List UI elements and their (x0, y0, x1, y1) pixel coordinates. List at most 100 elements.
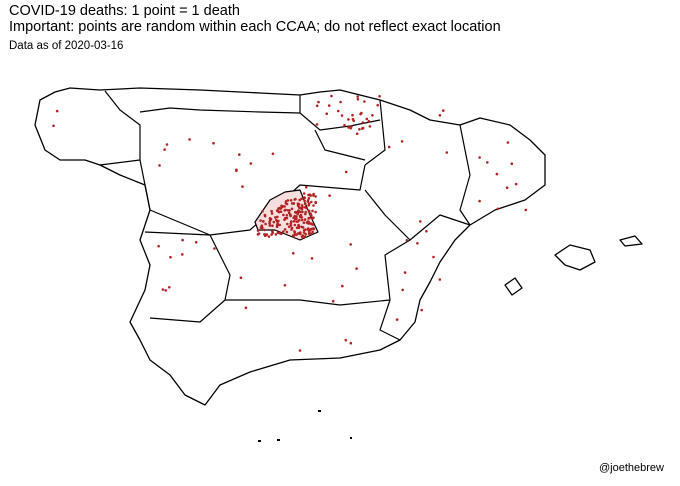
death-point (292, 235, 295, 238)
death-point (302, 229, 306, 232)
death-point (303, 196, 307, 199)
death-point (298, 198, 302, 202)
death-point (296, 202, 300, 205)
death-point (264, 222, 267, 226)
death-point (343, 124, 346, 127)
death-point (496, 207, 500, 211)
death-point (263, 228, 266, 232)
death-point (361, 126, 365, 130)
death-point (361, 121, 365, 124)
death-point (505, 186, 509, 189)
death-point (310, 200, 313, 204)
death-point (286, 209, 290, 212)
death-point (302, 221, 306, 224)
death-points (52, 94, 528, 352)
death-point (304, 212, 307, 216)
death-point (344, 338, 348, 342)
death-point (349, 127, 353, 130)
death-point (445, 151, 449, 154)
death-point (340, 114, 344, 117)
death-point (378, 95, 381, 98)
death-point (282, 230, 285, 233)
death-point (295, 215, 298, 218)
balearic-menorca (619, 235, 643, 247)
death-point (289, 199, 293, 202)
death-point (309, 222, 313, 225)
death-point (309, 194, 312, 197)
death-point (310, 257, 314, 260)
death-point (274, 216, 277, 219)
death-point (524, 208, 528, 212)
death-point (157, 244, 160, 248)
death-point (303, 235, 307, 239)
death-point (315, 123, 319, 126)
death-point (260, 224, 264, 227)
death-point (442, 109, 445, 112)
melilla (350, 437, 352, 439)
death-point (300, 235, 304, 238)
death-point (314, 195, 317, 198)
death-point (347, 126, 350, 129)
death-point (312, 204, 315, 207)
death-point (165, 143, 169, 146)
death-point (275, 223, 279, 227)
death-point (283, 205, 286, 208)
death-point (303, 218, 307, 221)
death-point (298, 206, 301, 209)
death-point (339, 100, 342, 104)
death-point (271, 231, 275, 234)
death-point (432, 255, 435, 259)
death-point (344, 170, 348, 174)
death-point (341, 284, 344, 288)
death-point (350, 125, 353, 128)
death-point (314, 210, 317, 214)
death-point (371, 114, 374, 117)
death-point (312, 194, 315, 197)
death-point (438, 114, 442, 117)
death-point (304, 185, 308, 189)
death-point (244, 306, 248, 310)
death-point (325, 112, 329, 115)
death-point (276, 220, 279, 223)
death-point (55, 109, 59, 113)
death-point (315, 104, 319, 108)
death-point (311, 230, 314, 234)
death-point (310, 214, 313, 217)
death-point (403, 271, 407, 274)
death-point (282, 213, 285, 217)
death-point (312, 227, 315, 230)
death-point (367, 119, 371, 123)
death-point (311, 223, 315, 226)
death-point (285, 214, 289, 217)
death-point (268, 224, 272, 227)
death-point (400, 140, 404, 143)
death-point (261, 210, 264, 213)
death-point (271, 224, 274, 227)
death-point (264, 234, 267, 237)
death-point (238, 153, 241, 156)
death-point (307, 220, 311, 224)
death-point (478, 156, 481, 159)
death-point (169, 255, 172, 259)
death-point (277, 207, 280, 210)
death-point (161, 288, 165, 291)
map-subtitle: Important: points are random within each… (9, 19, 501, 35)
death-point (300, 197, 303, 201)
death-point (306, 228, 310, 231)
death-point (368, 125, 372, 128)
balearic-mallorca (554, 244, 596, 271)
death-point (302, 192, 306, 195)
death-point (356, 95, 360, 98)
death-point (495, 172, 499, 176)
death-point (274, 233, 278, 236)
death-point (181, 253, 184, 256)
canary-island (277, 439, 280, 441)
death-point (365, 117, 369, 121)
death-point (270, 209, 273, 213)
death-point (438, 278, 442, 281)
death-point (376, 103, 380, 107)
death-point (311, 217, 314, 220)
death-point (478, 199, 481, 203)
death-point (304, 232, 308, 236)
